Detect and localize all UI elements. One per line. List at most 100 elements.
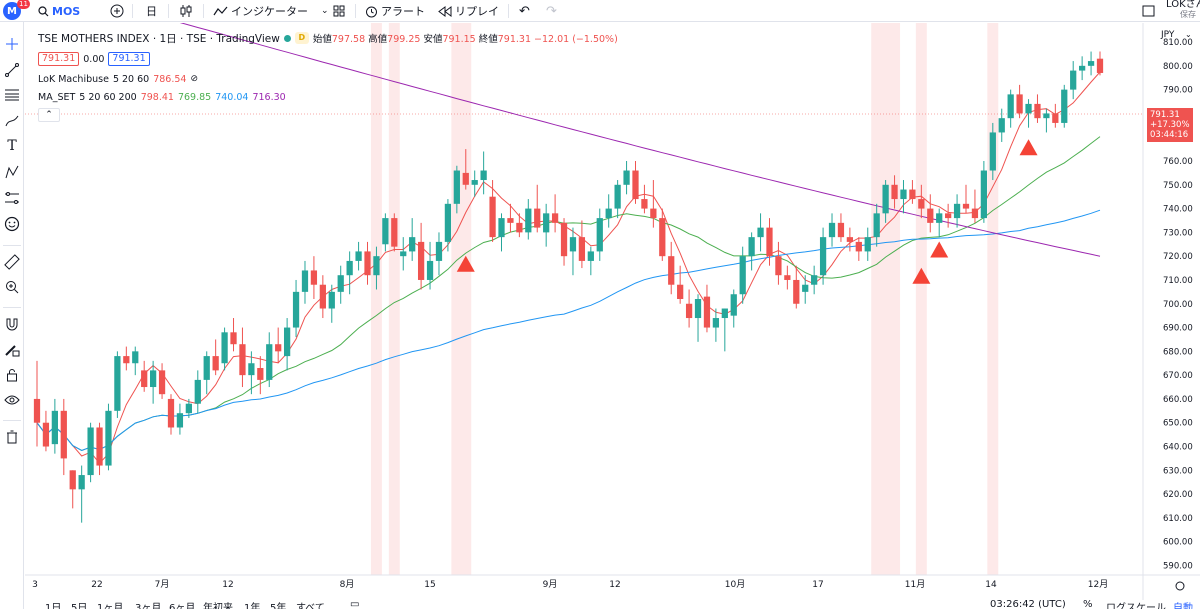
candle — [998, 108, 1005, 142]
bar-countdown: 03:44:16 — [1150, 130, 1189, 140]
last-price-value: 791.31 — [1150, 110, 1180, 120]
range-6m-button[interactable]: 6ヶ月 — [169, 603, 196, 609]
avatar[interactable]: M — [3, 2, 21, 20]
indicator-params: 5 20 60 200 — [79, 92, 137, 103]
emoji-tool[interactable] — [2, 214, 22, 234]
compare-button[interactable] — [110, 0, 124, 22]
indicator-value: 786.54 — [153, 74, 187, 85]
interval-button[interactable]: 日 — [146, 0, 157, 22]
pattern-tool[interactable] — [2, 162, 22, 182]
price-tick-label: 640.00 — [1163, 443, 1193, 453]
candle — [837, 213, 845, 242]
price-tick-label: 800.00 — [1163, 62, 1193, 72]
symbol-search-button[interactable]: MOS — [38, 0, 80, 22]
candle — [105, 403, 112, 471]
user-menu[interactable]: LOKさん 保存 — [1166, 0, 1200, 22]
chart-type-button[interactable] — [180, 0, 193, 22]
zoom-tool[interactable] — [2, 277, 22, 297]
clock-time[interactable]: 03:26:42 (UTC) — [990, 600, 1066, 609]
log-scale-button[interactable]: ログスケール — [1106, 603, 1166, 609]
time-axis[interactable]: 3 22 7月 12 8月 15 9月 12 10月 17 11月 14 12月 — [32, 579, 1108, 590]
lock-tool[interactable] — [2, 365, 22, 385]
candle — [677, 265, 684, 304]
candle — [632, 161, 639, 204]
price-tick-label: 590.00 — [1163, 561, 1193, 571]
range-ytd-button[interactable]: 年初来 — [203, 603, 233, 609]
time-tick-label: 10月 — [725, 579, 745, 590]
range-5y-button[interactable]: 5年 — [270, 603, 287, 609]
layouts-button[interactable] — [333, 0, 345, 22]
sell-price-button[interactable]: 791.31 — [38, 52, 80, 66]
price-tick-label: 620.00 — [1163, 490, 1193, 500]
price-tick-label: 680.00 — [1163, 347, 1193, 357]
candle — [650, 180, 657, 228]
crosshair-tool[interactable] — [2, 34, 22, 54]
auto-scale-button[interactable]: 自動 — [1173, 603, 1193, 609]
price-tick-label: 810.00 — [1163, 38, 1193, 48]
time-tick-label: 12 — [609, 580, 620, 590]
range-1m-button[interactable]: 1ヶ月 — [97, 603, 124, 609]
candle — [391, 213, 398, 252]
collapse-legend-button[interactable]: ⌃ — [38, 108, 60, 122]
ma20-value: 769.85 — [177, 92, 212, 103]
fullscreen-button[interactable] — [1142, 0, 1155, 22]
range-5d-button[interactable]: 5日 — [71, 603, 88, 609]
candle — [757, 213, 764, 252]
ma20-line — [36, 136, 1101, 452]
axis-settings-button[interactable] — [1175, 581, 1185, 591]
high-label: 高値 — [368, 34, 388, 45]
close-label: 終値 — [478, 34, 498, 45]
candle — [623, 161, 630, 195]
date-range-calendar-icon[interactable]: ▭ — [350, 600, 360, 609]
alert-button[interactable]: アラート — [365, 0, 425, 22]
indicator-name: LoK Machibuse — [38, 74, 109, 85]
measure-settings-tool[interactable] — [2, 188, 22, 208]
price-tick-label: 600.00 — [1163, 538, 1193, 548]
candle — [989, 122, 996, 181]
fib-tool[interactable] — [2, 85, 22, 105]
magnet-icon — [6, 318, 18, 331]
undo-button[interactable]: ↶ — [519, 0, 530, 22]
replay-button[interactable]: リプレイ — [438, 0, 499, 22]
indicators-label: インジケーター — [231, 5, 308, 18]
price-chart[interactable]: 810.00800.00790.00780.00770.00760.00750.… — [25, 23, 1200, 603]
candle — [918, 184, 925, 219]
indicators-button[interactable]: インジケーター ⌄ — [213, 0, 329, 22]
candle — [962, 184, 970, 214]
candle — [543, 203, 550, 247]
price-axis[interactable]: 810.00800.00790.00780.00770.00760.00750.… — [1163, 38, 1193, 571]
candle — [819, 227, 827, 285]
range-1d-button[interactable]: 1日 — [45, 603, 62, 609]
toolbar-divider — [3, 245, 21, 246]
lock-drawings-tool[interactable] — [2, 340, 22, 360]
symbol-title[interactable]: TSE MOTHERS INDEX · 1日 · TSE · TradingVi… — [38, 32, 280, 45]
text-tool[interactable]: T — [2, 136, 22, 156]
visibility-tool[interactable] — [2, 390, 22, 410]
range-3m-button[interactable]: 3ヶ月 — [135, 603, 162, 609]
candle — [873, 203, 880, 247]
candle — [784, 265, 791, 290]
time-tick-label: 14 — [985, 580, 997, 590]
percent-scale-button[interactable]: % — [1083, 600, 1093, 609]
redo-button[interactable]: ↷ — [546, 0, 557, 22]
market-open-icon — [283, 34, 291, 42]
magnet-tool[interactable] — [2, 314, 22, 334]
delete-tool[interactable] — [2, 427, 22, 447]
candle — [828, 213, 836, 247]
range-1y-button[interactable]: 1年 — [244, 603, 261, 609]
candle — [141, 360, 148, 392]
ruler-tool[interactable] — [2, 252, 22, 272]
zoom-in-icon — [6, 281, 19, 294]
buy-price-button[interactable]: 791.31 — [108, 52, 150, 66]
toolbar-divider — [203, 4, 204, 18]
candle — [426, 241, 434, 290]
brush-tool[interactable] — [2, 111, 22, 131]
hidden-eye-icon[interactable]: ⊘ — [190, 74, 198, 84]
trendline-tool[interactable] — [2, 60, 22, 80]
indicator-legend-ma-set[interactable]: MA_SET 5 20 60 200 798.41 769.85 740.04 … — [38, 92, 286, 103]
chevron-up-icon: ⌃ — [45, 110, 53, 120]
candle — [927, 194, 934, 233]
indicator-legend-lok[interactable]: LoK Machibuse 5 20 60 786.54 ⊘ — [38, 74, 198, 85]
range-all-button[interactable]: すべて — [296, 603, 325, 609]
candle — [802, 275, 809, 304]
